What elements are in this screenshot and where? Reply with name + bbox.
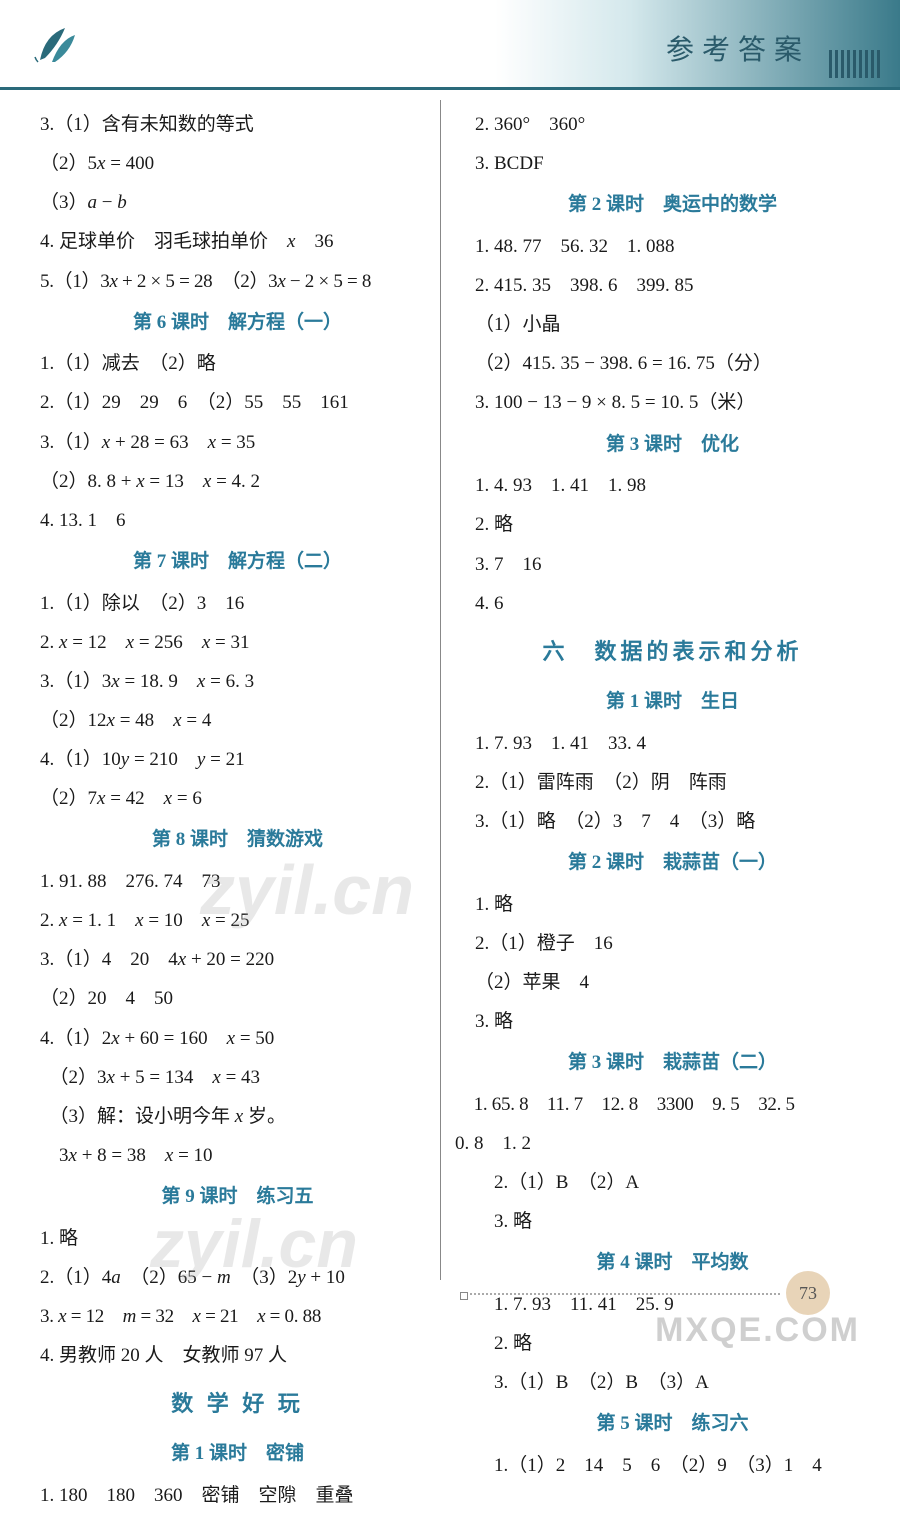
page-number-badge: 73 [786, 1271, 830, 1315]
answer-line: （2）3x + 5 = 134 x = 43 [40, 1058, 435, 1097]
answer-line: 2.（1）29 29 6 （2）55 55 161 [40, 383, 435, 422]
answer-line: （1）小晶 [475, 305, 870, 344]
answer-line: （2）7x = 42 x = 6 [40, 779, 435, 818]
footer-marker [460, 1292, 468, 1300]
lesson-title: 第 2 课时 栽蒜苗（一） [475, 841, 870, 885]
section-title: 六 数据的表示和分析 [475, 623, 870, 680]
answer-line: 1.（1）除以 （2）3 16 [40, 584, 435, 623]
answer-line: 3.（1）略 （2）3 7 4 （3）略 [475, 802, 870, 841]
answer-line: （2）12x = 48 x = 4 [40, 701, 435, 740]
answer-line: （3）解：设小明今年 x 岁。 [40, 1097, 435, 1136]
answer-line: （2）20 4 50 [40, 979, 435, 1018]
answer-line: （2）8. 8 + x = 13 x = 4. 2 [40, 462, 435, 501]
answer-line: 3. 略 [475, 1202, 870, 1241]
answer-line: 3.（1）4 20 4x + 20 = 220 [40, 940, 435, 979]
lesson-title: 第 6 课时 解方程（一） [40, 301, 435, 345]
answer-line: 4. 足球单价 羽毛球拍单价 x 36 [40, 222, 435, 261]
answer-line: 4. 6 [475, 584, 870, 623]
answer-line: 1.（1）2 14 5 6 （2）9 （3）1 4 [475, 1446, 870, 1485]
footer-dotted-line [470, 1293, 780, 1295]
answer-line: 4.（1）10y = 210 y = 21 [40, 740, 435, 779]
column-divider [440, 100, 441, 1280]
answer-line: 2. 415. 35 398. 6 399. 85 [475, 266, 870, 305]
answer-line: 3. 100 − 13 − 9 × 8. 5 = 10. 5（米） [475, 383, 870, 422]
answer-line: 2. x = 12 x = 256 x = 31 [40, 623, 435, 662]
answer-line: 3.（1）3x = 18. 9 x = 6. 3 [40, 662, 435, 701]
answer-line: 3. BCDF [475, 144, 870, 183]
answer-line: 2. x = 1. 1 x = 10 x = 25 [40, 901, 435, 940]
answer-line: 2.（1）橙子 16 [475, 924, 870, 963]
answer-line: 1. 48. 77 56. 32 1. 088 [475, 227, 870, 266]
answer-line: 4. 男教师 20 人 女教师 97 人 [40, 1336, 435, 1375]
answer-line: 2. 360° 360° [475, 105, 870, 144]
answer-line: 4.（1）2x + 60 = 160 x = 50 [40, 1019, 435, 1058]
lesson-title: 第 3 课时 栽蒜苗（二） [475, 1041, 870, 1085]
answer-line: 2.（1）B （2）A [475, 1163, 870, 1202]
left-column: 3.（1）含有未知数的等式 （2）5x = 400 （3）a − b 4. 足球… [40, 105, 455, 1515]
answer-line: 4. 13. 1 6 [40, 501, 435, 540]
lesson-title: 第 1 课时 密铺 [40, 1432, 435, 1476]
answer-line: 3. 略 [475, 1002, 870, 1041]
answer-line: 2. 略 [475, 1324, 870, 1363]
leaf-icon [30, 20, 80, 65]
answer-line: （2）5x = 400 [40, 144, 435, 183]
header-title: 参考答案 [666, 28, 810, 68]
answer-line: （2）415. 35 − 398. 6 = 16. 75（分） [475, 344, 870, 383]
answer-line: 0. 8 1. 2 [455, 1124, 870, 1163]
lesson-title: 第 9 课时 练习五 [40, 1175, 435, 1219]
answer-line: 3.（1）x + 28 = 63 x = 35 [40, 423, 435, 462]
answer-line: 2.（1）雷阵雨 （2）阴 阵雨 [475, 763, 870, 802]
content: 3.（1）含有未知数的等式 （2）5x = 400 （3）a − b 4. 足球… [0, 90, 900, 1515]
lesson-title: 第 8 课时 猜数游戏 [40, 818, 435, 862]
answer-line: 1. 91. 88 276. 74 73 [40, 862, 435, 901]
header-stripes [829, 50, 880, 78]
lesson-title: 第 1 课时 生日 [475, 680, 870, 724]
lesson-title: 第 2 课时 奥运中的数学 [475, 183, 870, 227]
answer-line: 1. 7. 93 1. 41 33. 4 [475, 724, 870, 763]
answer-line: （2）苹果 4 [475, 963, 870, 1002]
answer-line: 3. x = 12 m = 32 x = 21 x = 0. 88 [40, 1297, 435, 1336]
answer-line: 2.（1）4a （2）65 − m （3）2y + 10 [40, 1258, 435, 1297]
lesson-title: 第 7 课时 解方程（二） [40, 540, 435, 584]
lesson-title: 第 3 课时 优化 [475, 423, 870, 467]
answer-line: 3x + 8 = 38 x = 10 [40, 1136, 435, 1175]
answer-line: 1. 略 [475, 885, 870, 924]
header-bar: 参考答案 [0, 0, 900, 90]
answer-line: 1. 180 180 360 密铺 空隙 重叠 [40, 1476, 435, 1515]
section-title: 数 学 好 玩 [40, 1375, 435, 1432]
answer-line: （3）a − b [40, 183, 435, 222]
answer-line: 2. 略 [475, 505, 870, 544]
answer-line: 1.（1）减去 （2）略 [40, 344, 435, 383]
answer-line: 1. 4. 93 1. 41 1. 98 [475, 466, 870, 505]
answer-line: 3.（1）含有未知数的等式 [40, 105, 435, 144]
answer-line: 3.（1）B （2）B （3）A [475, 1363, 870, 1402]
answer-line: 1. 略 [40, 1219, 435, 1258]
answer-line: 1. 65. 8 11. 7 12. 8 3300 9. 5 32. 5 [455, 1085, 870, 1124]
answer-line: 5.（1）3x + 2 × 5 = 28 （2）3x − 2 × 5 = 8 [40, 262, 435, 301]
answer-line: 3. 7 16 [475, 545, 870, 584]
lesson-title: 第 5 课时 练习六 [475, 1402, 870, 1446]
